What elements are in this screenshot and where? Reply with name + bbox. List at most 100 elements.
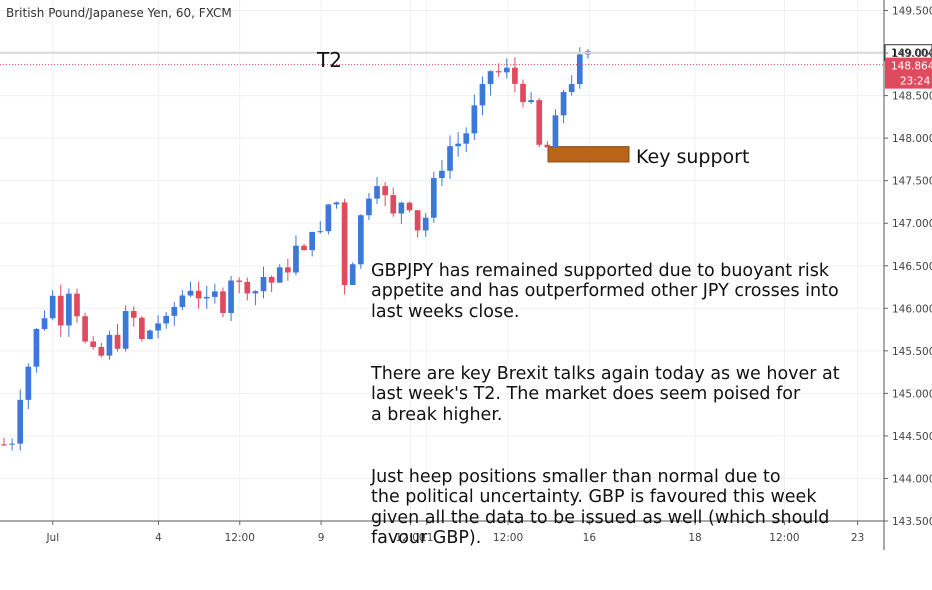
- x-tick-label: 23: [851, 532, 864, 544]
- candle: [41, 310, 48, 331]
- candle-body: [317, 231, 324, 233]
- candle: [341, 198, 348, 295]
- candle-body: [382, 186, 388, 196]
- candle-body: [512, 67, 518, 84]
- candle-series: [1, 47, 591, 451]
- price-axis[interactable]: 143.500 144.000 144.500 145.000 145.500 146.0…: [883, 0, 932, 550]
- key-support-label: Key support: [636, 146, 749, 168]
- candle-body: [179, 295, 186, 307]
- candle: [455, 132, 461, 157]
- candle-body: [114, 334, 121, 349]
- y-tick-label: 145.500: [892, 346, 932, 358]
- candle-body: [90, 341, 97, 347]
- candle: [520, 79, 526, 108]
- candle: [90, 336, 97, 350]
- candle: [268, 275, 275, 293]
- candle: [122, 305, 129, 352]
- candle-body: [212, 291, 218, 297]
- candle-body: [276, 267, 283, 283]
- candle: [260, 266, 267, 299]
- y-tick-label: 143.500: [892, 516, 932, 528]
- note-paragraph: Just heep positions smaller than normal …: [371, 466, 830, 549]
- candle: [422, 213, 429, 237]
- candle: [98, 343, 105, 358]
- candle: [17, 389, 24, 451]
- candle: [430, 171, 437, 223]
- candle-body: [406, 202, 413, 211]
- x-tick-label: 12:00: [225, 532, 255, 544]
- candle-body: [260, 276, 267, 292]
- y-tick-label: 145.000: [892, 388, 932, 400]
- candle-body: [333, 202, 340, 205]
- candle-body: [520, 83, 526, 103]
- candle-body: [349, 264, 356, 285]
- candle: [252, 290, 259, 306]
- candle: [487, 70, 494, 96]
- y-tick-label: 146.500: [892, 261, 932, 273]
- candle: [293, 235, 299, 276]
- candle: [390, 187, 397, 217]
- candle-body: [284, 267, 291, 273]
- x-tick-label: 12:00: [769, 532, 799, 544]
- analysis-note: GBPJPY has remained supported due to buo…: [371, 240, 911, 590]
- countdown-label: 23:24: [900, 76, 931, 88]
- y-tick-label: 147.000: [892, 218, 932, 230]
- candle-body: [447, 146, 453, 171]
- candle-body: [228, 280, 234, 313]
- candle-body: [139, 317, 145, 339]
- candle: [106, 330, 113, 360]
- candle: [585, 48, 591, 59]
- candle: [236, 277, 243, 294]
- candle-body: [471, 105, 478, 134]
- x-tick-label: 11: [420, 532, 433, 544]
- candle: [414, 209, 421, 238]
- candle-body: [171, 306, 178, 316]
- candle: [276, 264, 283, 283]
- candle: [479, 76, 486, 116]
- candle: [171, 301, 178, 326]
- candle: [398, 201, 405, 224]
- y-tick-label: 147.500: [892, 176, 932, 188]
- key-support-box: [547, 146, 630, 163]
- candle-body: [244, 281, 251, 294]
- candle: [349, 262, 356, 285]
- y-tick-label: 148.000: [892, 133, 932, 145]
- candle: [49, 290, 56, 321]
- candle: [284, 258, 291, 281]
- candle-body: [528, 100, 534, 103]
- candle-body: [82, 316, 88, 342]
- candle-body: [106, 334, 113, 356]
- candle: [220, 287, 226, 318]
- candle-body: [301, 245, 307, 251]
- candle: [114, 323, 121, 352]
- key-support-zone: [547, 146, 630, 163]
- candle-body: [33, 328, 40, 367]
- candle-body: [536, 100, 543, 145]
- candle-body: [463, 133, 470, 144]
- candle: [66, 288, 72, 337]
- candle: [447, 135, 453, 179]
- candle-body: [325, 204, 332, 232]
- x-tick-label: 16: [583, 532, 597, 544]
- chart-title: British Pound/Japanese Yen, 60, FXCM: [6, 6, 232, 20]
- candle: [439, 160, 445, 186]
- y-tick-label: 149.500: [892, 6, 932, 18]
- candle: [512, 57, 518, 93]
- candle-body: [203, 296, 210, 299]
- candle-body: [41, 318, 48, 329]
- candle-body: [220, 291, 226, 313]
- candle: [357, 214, 364, 270]
- candle: [82, 312, 88, 344]
- candle-body: [9, 443, 15, 445]
- candle-body: [309, 231, 316, 251]
- candle: [139, 316, 145, 342]
- chart-widget[interactable]: 149.004 148.864 23:24 143.500 144.000 144.50…: [0, 0, 932, 550]
- candle-body: [98, 346, 105, 356]
- candle-body: [25, 366, 32, 400]
- candle-body: [187, 290, 194, 296]
- candle-body: [17, 399, 24, 444]
- last-price-tag: [885, 57, 932, 89]
- candle: [1, 437, 7, 446]
